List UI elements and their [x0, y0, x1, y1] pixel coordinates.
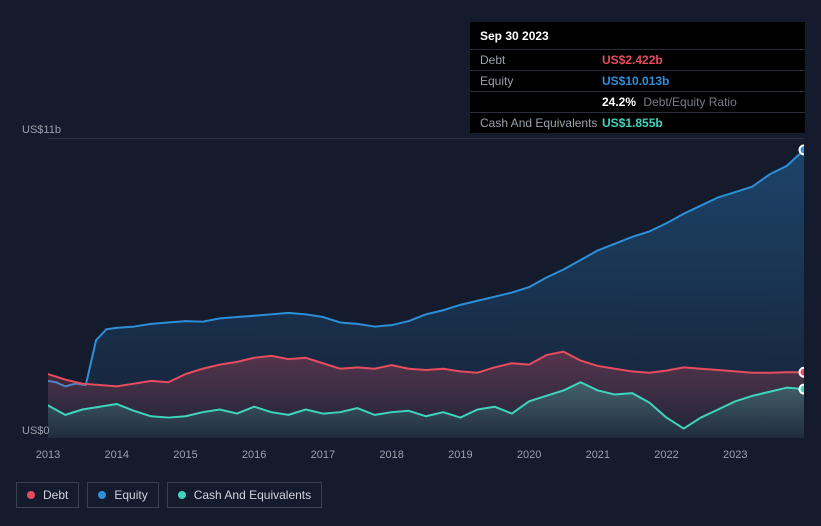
- legend-label-equity: Equity: [114, 488, 147, 502]
- legend-item-equity[interactable]: Equity: [87, 482, 158, 508]
- x-axis: 2013201420152016201720182019202020212022…: [48, 445, 804, 465]
- y-axis-label-top: US$11b: [22, 124, 61, 136]
- x-axis-label: 2015: [173, 449, 197, 461]
- x-axis-label: 2014: [104, 449, 128, 461]
- x-axis-label: 2018: [379, 449, 403, 461]
- dot-icon: [178, 491, 186, 499]
- x-axis-label: 2017: [311, 449, 335, 461]
- end-marker-cash: [800, 385, 805, 394]
- legend-label-cash: Cash And Equivalents: [194, 488, 311, 502]
- tooltip-ratio-label: Debt/Equity Ratio: [643, 95, 736, 109]
- legend-item-cash[interactable]: Cash And Equivalents: [167, 482, 322, 508]
- end-marker-debt: [800, 368, 805, 377]
- tooltip-ratio-pct: 24.2%: [602, 95, 636, 109]
- chart-container: US$11b US$0 2013 2014 2015 2016 2017 2018 2019…: [16, 120, 806, 500]
- legend-label-debt: Debt: [43, 488, 68, 502]
- tooltip-row-equity: Equity US$10.013b: [470, 70, 805, 91]
- tooltip-value-cash: US$1.855b: [602, 116, 663, 130]
- x-axis-label: 2020: [517, 449, 541, 461]
- dot-icon: [27, 491, 35, 499]
- x-axis-label: 2016: [242, 449, 266, 461]
- tooltip-label-cash: Cash And Equivalents: [480, 116, 602, 130]
- tooltip-ratio: 24.2% Debt/Equity Ratio: [602, 95, 737, 109]
- x-axis-label: 2021: [586, 449, 610, 461]
- dot-icon: [98, 491, 106, 499]
- tooltip-date: Sep 30 2023: [470, 22, 805, 49]
- chart-plot[interactable]: [48, 138, 804, 438]
- tooltip-label-ratio-empty: [480, 95, 602, 109]
- tooltip-label-debt: Debt: [480, 53, 602, 67]
- y-axis-label-bottom: US$0: [22, 425, 50, 437]
- tooltip-row-debt: Debt US$2.422b: [470, 49, 805, 70]
- tooltip-label-equity: Equity: [480, 74, 602, 88]
- tooltip-value-equity: US$10.013b: [602, 74, 669, 88]
- x-axis-label: 2013: [36, 449, 60, 461]
- x-axis-label: 2019: [448, 449, 472, 461]
- tooltip-row-cash: Cash And Equivalents US$1.855b: [470, 112, 805, 133]
- tooltip-row-ratio: 24.2% Debt/Equity Ratio: [470, 91, 805, 112]
- x-axis-label: 2023: [723, 449, 747, 461]
- legend-item-debt[interactable]: Debt: [16, 482, 79, 508]
- legend: Debt Equity Cash And Equivalents: [16, 482, 322, 508]
- end-marker-equity: [800, 145, 805, 154]
- x-axis-label: 2022: [654, 449, 678, 461]
- tooltip-value-debt: US$2.422b: [602, 53, 663, 67]
- data-tooltip: Sep 30 2023 Debt US$2.422b Equity US$10.…: [470, 22, 805, 133]
